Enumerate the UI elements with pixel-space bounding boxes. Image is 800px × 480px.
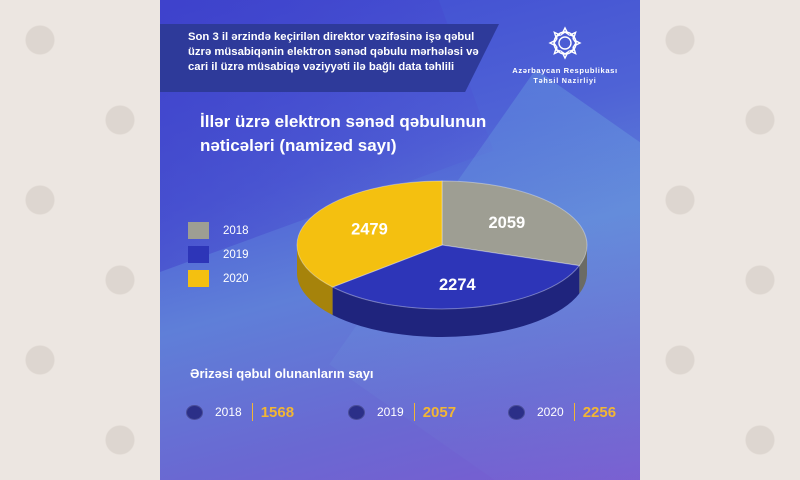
pie-chart: 2059 2274 2479	[296, 180, 588, 338]
stat-value-2019: 2057	[422, 403, 457, 421]
stat-value-2020: 2256	[582, 403, 617, 421]
header-line-1: Son 3 il ərzində keçirilən direktor vəzi…	[188, 31, 475, 43]
applications-stats: 2018 1568 2019 2057 2020 2256	[160, 398, 640, 426]
stat-year-2019: 2019	[377, 405, 404, 419]
legend-swatch-2018	[188, 222, 209, 239]
stat-divider	[251, 403, 253, 421]
stat-bullet-icon	[348, 404, 365, 420]
legend-item-2019: 2019	[188, 244, 249, 265]
pie-value-label-2020: 2479	[351, 221, 388, 239]
header-banner	[160, 24, 499, 92]
pie-slice-side-2020	[297, 245, 333, 315]
stat-divider	[573, 403, 575, 421]
pie-slice-2020	[296, 180, 443, 288]
stat-2018: 2018 1568	[186, 398, 294, 426]
chart-title-line-2: nəticələri (namizəd sayı)	[200, 136, 397, 155]
applications-title: Ərizəsi qəbul olunanların sayı	[190, 366, 374, 381]
header-line-3: cari il üzrə müsabiqə vəziyyəti ilə bağl…	[188, 61, 455, 73]
chart-title-line-1: İllər üzrə elektron sənəd qəbulunun	[200, 112, 487, 131]
stat-divider	[413, 403, 415, 421]
pie-value-label-2018: 2059	[488, 214, 525, 232]
header-line-2: üzrə müsabiqənin elektron sənəd qəbulu m…	[188, 46, 479, 58]
pie-value-label-2019: 2274	[439, 276, 477, 294]
stat-year-2020: 2020	[537, 405, 564, 419]
legend-item-2020: 2020	[188, 268, 249, 289]
ministry-logo: Azərbaycan Respublikası Təhsil Nazirliyi	[510, 26, 620, 85]
legend-label-2020: 2020	[223, 272, 249, 285]
infographic-card: Son 3 il ərzində keçirilən direktor vəzi…	[160, 0, 640, 480]
legend-swatch-2020	[188, 270, 209, 287]
stat-bullet-icon	[508, 404, 525, 420]
legend-item-2018: 2018	[188, 220, 249, 241]
pie-slice-2018	[441, 180, 588, 267]
stat-year-2018: 2018	[215, 405, 242, 419]
header-text: Son 3 il ərzində keçirilən direktor vəzi…	[188, 30, 488, 75]
chart-legend: 2018 2019 2020	[188, 220, 249, 292]
legend-label-2019: 2019	[223, 248, 249, 261]
legend-swatch-2019	[188, 246, 209, 263]
pie-slice-side-2019	[332, 265, 580, 338]
ministry-emblem-icon	[548, 26, 582, 60]
stat-2020: 2020 2256	[508, 398, 616, 426]
chart-title: İllər üzrə elektron sənəd qəbulunun nəti…	[200, 110, 530, 158]
stat-value-2018: 1568	[260, 403, 295, 421]
logo-text-country: Azərbaycan Respublikası	[512, 66, 618, 75]
pie-slice-2019	[331, 244, 581, 310]
legend-label-2018: 2018	[223, 224, 249, 237]
pie-slice-side-2018	[579, 245, 587, 294]
stat-2019: 2019 2057	[348, 398, 456, 426]
stat-bullet-icon	[186, 404, 203, 420]
logo-text-ministry: Təhsil Nazirliyi	[533, 76, 597, 85]
